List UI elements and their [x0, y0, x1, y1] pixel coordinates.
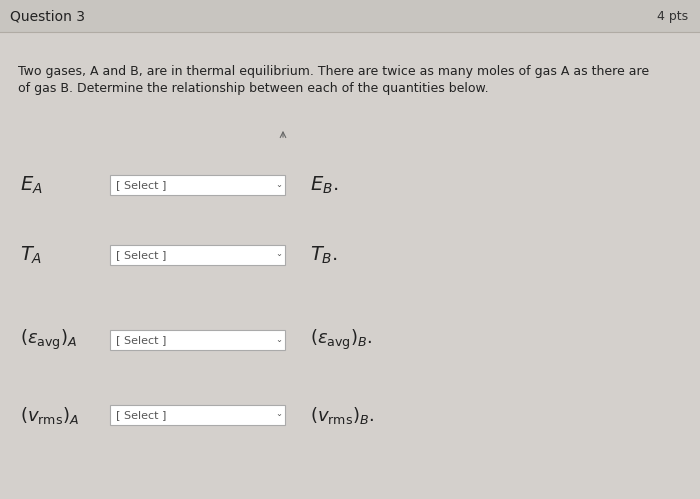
Text: Question 3: Question 3	[10, 9, 85, 23]
Text: $E_B.$: $E_B.$	[310, 174, 338, 196]
Text: $(\epsilon_{\mathrm{avg}})_A$: $(\epsilon_{\mathrm{avg}})_A$	[20, 328, 78, 352]
Text: $T_B.$: $T_B.$	[310, 245, 338, 265]
Text: Two gases, A and B, are in thermal equilibrium. There are twice as many moles of: Two gases, A and B, are in thermal equil…	[18, 65, 649, 78]
Text: [ Select ]: [ Select ]	[116, 250, 167, 260]
Text: $(\epsilon_{\mathrm{avg}})_B.$: $(\epsilon_{\mathrm{avg}})_B.$	[310, 328, 372, 352]
Bar	[0, 0, 700, 32]
Text: $(v_{\mathrm{rms}})_B.$: $(v_{\mathrm{rms}})_B.$	[310, 405, 375, 426]
FancyBboxPatch shape	[110, 245, 285, 265]
Text: ⌄: ⌄	[275, 180, 282, 189]
Text: ⌄: ⌄	[275, 250, 282, 258]
Text: ⌄: ⌄	[275, 410, 282, 419]
FancyBboxPatch shape	[110, 175, 285, 195]
FancyBboxPatch shape	[110, 330, 285, 350]
Text: $(v_{\mathrm{rms}})_A$: $(v_{\mathrm{rms}})_A$	[20, 405, 79, 426]
Text: [ Select ]: [ Select ]	[116, 410, 167, 420]
Text: $T_A$: $T_A$	[20, 245, 42, 265]
Text: of gas B. Determine the relationship between each of the quantities below.: of gas B. Determine the relationship bet…	[18, 82, 489, 95]
FancyBboxPatch shape	[110, 405, 285, 425]
Text: $E_A$: $E_A$	[20, 174, 43, 196]
Text: [ Select ]: [ Select ]	[116, 335, 167, 345]
Text: ⌄: ⌄	[275, 334, 282, 343]
Text: [ Select ]: [ Select ]	[116, 180, 167, 190]
Text: 4 pts: 4 pts	[657, 10, 688, 23]
